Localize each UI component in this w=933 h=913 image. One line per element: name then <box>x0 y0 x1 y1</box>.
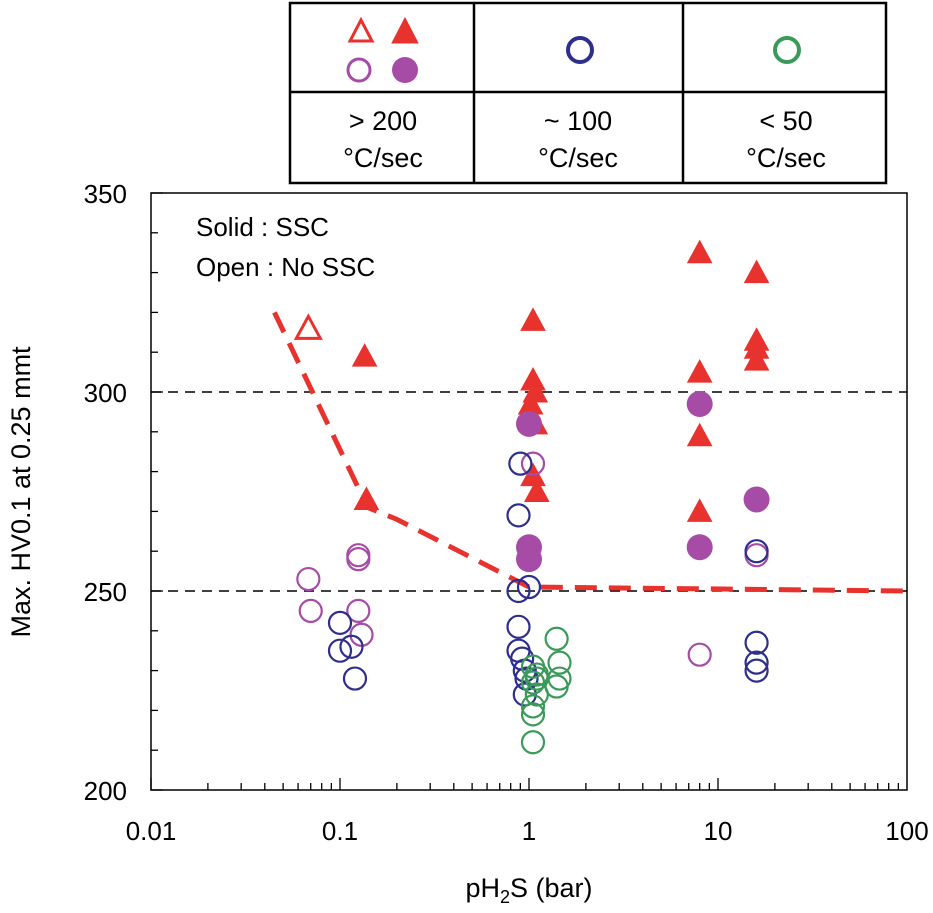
open-circle-point <box>327 610 353 635</box>
y-tick-label: 200 <box>84 776 127 806</box>
legend-purple-solid-circle-icon <box>392 57 418 83</box>
boundary-line <box>272 311 908 594</box>
annotation-solid: Solid : SSC <box>196 212 329 242</box>
open-triangle-point <box>293 313 323 340</box>
open-circle-point <box>520 670 546 695</box>
solid-triangle-point <box>523 478 550 502</box>
solid-triangle-point <box>686 422 713 447</box>
open-circle-point <box>508 451 533 476</box>
solid-triangle-point <box>686 359 713 383</box>
solid-circle-point <box>516 546 542 573</box>
open-circle-point <box>744 630 769 655</box>
legend-red-open-triangle-icon <box>347 16 375 43</box>
solid-triangle-point <box>686 239 713 264</box>
open-circle-point <box>520 730 546 755</box>
legend-col2-line1: ~ 100 <box>544 106 612 136</box>
open-circle-point <box>298 598 323 624</box>
open-circle-point <box>520 702 546 727</box>
open-circle-point <box>520 694 546 719</box>
x-tick-label: 100 <box>885 816 928 846</box>
legend: > 200 °C/sec ~ 100 °C/sec < 50 °C/sec <box>288 1 888 185</box>
open-circle-point <box>346 598 371 624</box>
open-circle-point <box>524 666 549 691</box>
solid-triangle-point <box>520 307 546 331</box>
x-tick-label: 0.01 <box>126 816 177 846</box>
open-circle-point <box>544 626 569 651</box>
open-circle-point <box>520 451 546 476</box>
solid-circle-point <box>743 486 770 513</box>
y-tick-label: 350 <box>84 179 127 209</box>
open-circle-point <box>339 634 364 659</box>
axis-ticks <box>150 192 900 791</box>
x-tick-label: 10 <box>704 816 733 846</box>
tick-labels: 0.01 0.1 1 10 100 200 250 300 350 <box>84 179 929 846</box>
solid-circle-point <box>516 410 542 437</box>
solid-triangle-point <box>353 486 380 510</box>
open-circle-point <box>327 638 353 663</box>
x-axis-label-rest: S (bar) <box>510 873 593 903</box>
plot-frame <box>150 192 908 791</box>
solid-triangle-point <box>743 347 770 371</box>
legend-col3-line1: < 50 <box>759 106 812 136</box>
open-circle-point <box>342 666 368 691</box>
open-circle-point <box>512 682 537 707</box>
open-circle-point <box>744 650 769 675</box>
legend-green-open-circle-icon <box>773 36 801 64</box>
open-circle-point <box>296 566 321 592</box>
open-circle-point <box>687 642 712 667</box>
x-tick-label: 1 <box>522 816 536 846</box>
legend-col3-line2: °C/sec <box>746 143 826 173</box>
solid-triangle-point <box>743 259 770 284</box>
y-tick-label: 300 <box>84 378 127 408</box>
open-circle-point <box>506 578 531 604</box>
open-circle-point <box>506 614 531 639</box>
solid-circle-point <box>686 534 713 561</box>
data-points <box>293 239 770 755</box>
y-tick-label: 250 <box>84 577 127 607</box>
x-tick-label: 0.1 <box>322 816 358 846</box>
open-circle-point <box>547 650 572 675</box>
solid-circle-point <box>686 390 713 417</box>
ssc-boundary-line <box>272 311 908 594</box>
open-circle-point <box>346 547 371 572</box>
x-axis-label-subscript: 2 <box>500 887 510 907</box>
open-circle-point <box>744 539 769 564</box>
open-circle-point <box>516 574 542 600</box>
y-axis-label: Max. HV0.1 at 0.25 mmt <box>6 346 36 638</box>
legend-col2-line2: °C/sec <box>538 143 618 173</box>
solid-triangle-point <box>686 498 713 522</box>
open-circle-point <box>506 503 531 528</box>
legend-col1-line1: > 200 <box>349 106 417 136</box>
x-axis-label: pH2S (bar) <box>465 873 592 907</box>
x-axis-label-main: pH <box>465 873 500 903</box>
legend-purple-open-circle-icon <box>346 57 372 83</box>
annotation-open: Open : No SSC <box>196 252 375 282</box>
solid-triangle-point <box>351 343 378 367</box>
open-circle-point <box>744 658 769 683</box>
legend-blue-open-circle-icon <box>566 36 594 64</box>
legend-col1-line2: °C/sec <box>343 143 423 173</box>
legend-red-solid-triangle-icon <box>391 16 419 44</box>
